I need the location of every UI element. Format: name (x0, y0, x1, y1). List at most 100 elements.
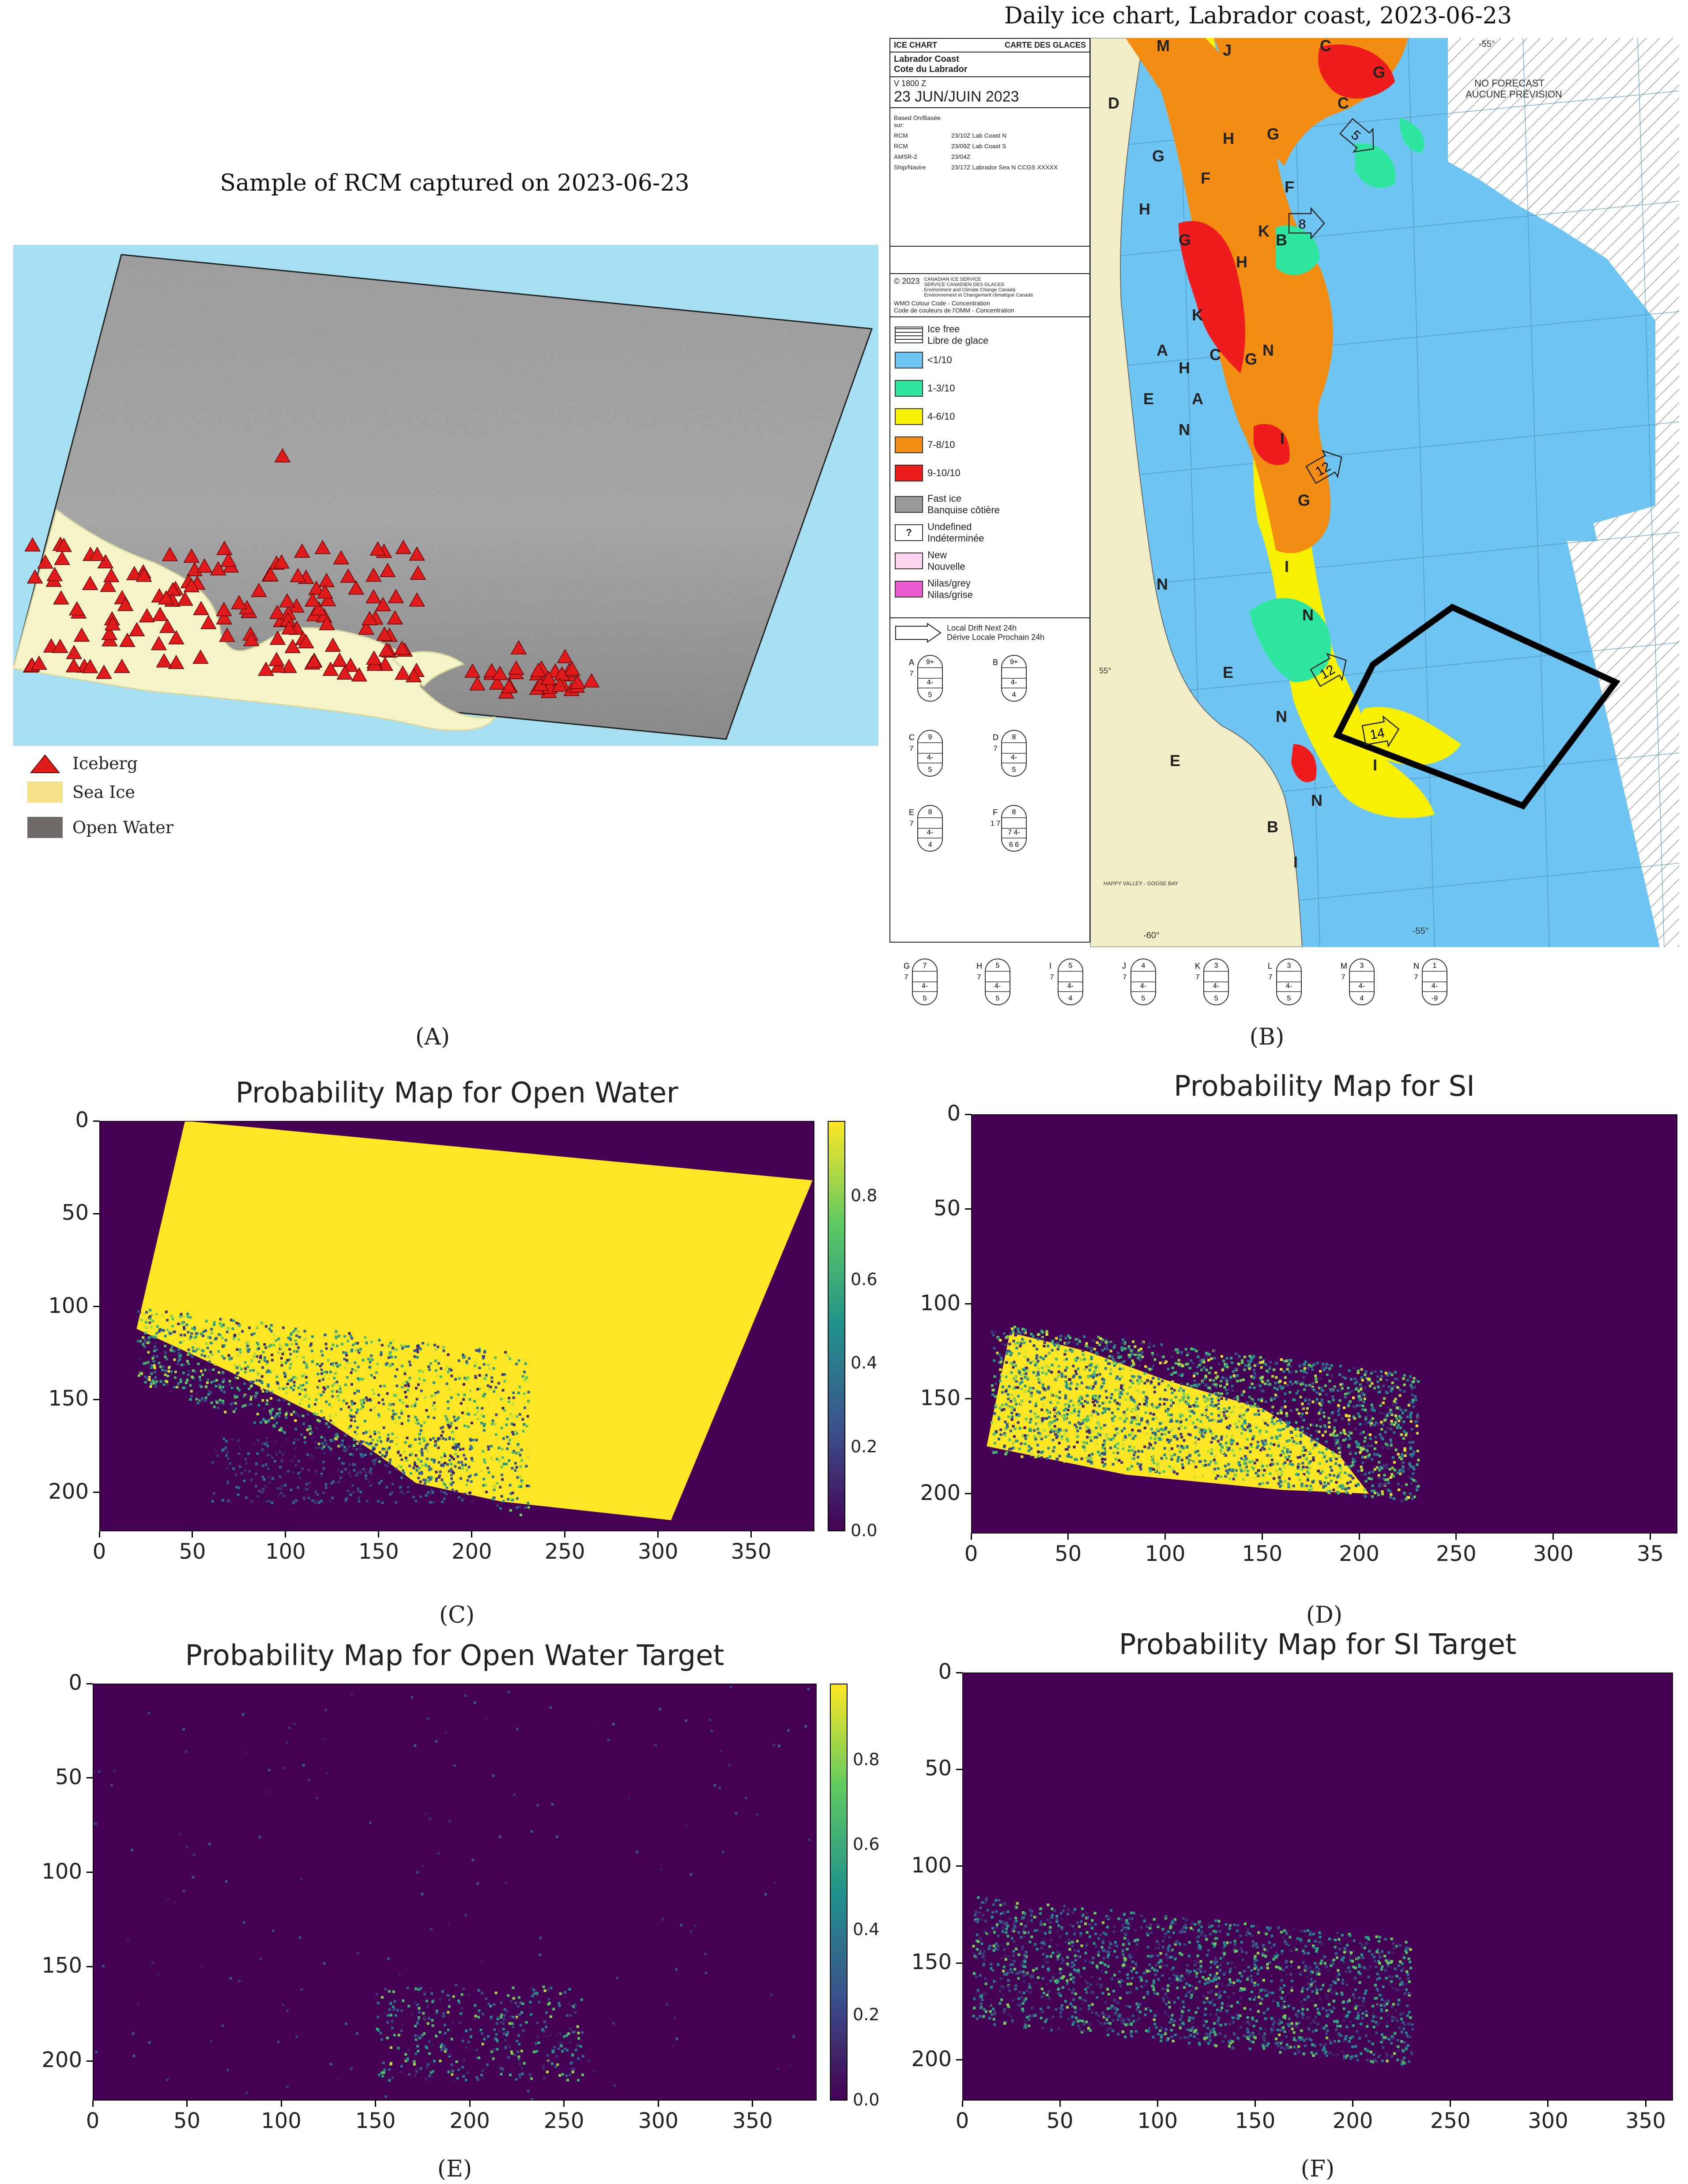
heatmap-cell (193, 1342, 196, 1345)
heatmap-cell (271, 1456, 274, 1459)
heatmap-cell (1413, 1495, 1416, 1498)
heatmap-cell (1381, 1446, 1384, 1449)
x-tick-mark (750, 1531, 752, 1537)
heatmap-cell (1301, 1382, 1304, 1385)
heatmap-cell (324, 1443, 328, 1446)
heatmap-cell (1303, 1473, 1306, 1476)
heatmap-cell (264, 1359, 267, 1362)
heatmap-cell (1269, 1472, 1272, 1475)
x-tick-label: 150 (1242, 1541, 1283, 1566)
lon-label-bottom-1: -60° (1143, 931, 1160, 940)
heatmap-cell (1361, 1455, 1364, 1459)
heatmap-cell (335, 1390, 339, 1393)
heatmap-cell (1262, 1362, 1265, 1365)
heatmap-cell (1286, 1359, 1289, 1362)
heatmap-cell (221, 1317, 224, 1320)
heatmap-cell (464, 1913, 467, 1917)
heatmap-cell (381, 2075, 384, 2078)
heatmap-cell (1316, 1361, 1319, 1365)
heatmap-cell (354, 1361, 357, 1364)
heatmap-cell (792, 2035, 795, 2038)
heatmap-cell (438, 1474, 441, 1477)
heatmap-cell (1103, 1439, 1106, 1442)
heatmap-cell (502, 2018, 505, 2021)
heatmap-cell (256, 1355, 259, 1358)
heatmap-cell (1180, 1445, 1183, 1448)
heatmap-cell (1093, 1396, 1096, 1399)
egg-code-grid: A 9+74-5B 9+4-4C 974-5D 874-5E 874-4F 81 77 4-… (909, 655, 1027, 852)
heatmap-cell (441, 1463, 445, 1466)
heatmap-cell (1220, 1397, 1223, 1400)
heatmap-cell (400, 1476, 403, 1479)
heatmap-cell (461, 1499, 464, 1502)
heatmap-cell (153, 1349, 156, 1353)
heatmap-cell (1211, 1436, 1214, 1440)
heatmap-cell (1054, 1451, 1057, 1455)
egg-code-id: D (993, 733, 998, 742)
heatmap-cell (1223, 1386, 1226, 1389)
heatmap-cell (230, 1407, 232, 1410)
heatmap-cell (365, 1396, 368, 1399)
heatmap-cell (494, 1423, 497, 1426)
heatmap-cell (501, 1478, 504, 1481)
heatmap-cell (193, 1328, 196, 1331)
heatmap-cell (402, 1492, 405, 1495)
heatmap-cell (1240, 1425, 1243, 1428)
heatmap-cell (144, 1331, 147, 1334)
heatmap-cell (468, 1398, 471, 1401)
heatmap-cell (355, 1349, 358, 1352)
heatmap-cell (432, 1501, 435, 1504)
heatmap-cell (358, 1379, 360, 1382)
heatmap-cell (555, 2034, 558, 2037)
heatmap-cell (248, 1348, 251, 1351)
egg-code-value: 5 (996, 995, 1000, 1002)
heatmap-cell (378, 1460, 381, 1463)
heatmap-cell (1373, 1468, 1376, 1471)
heatmap-cell (1162, 1355, 1165, 1358)
heatmap-cell (1192, 1404, 1195, 1407)
heatmap-cell (280, 1427, 283, 1430)
egg-code-id: A (909, 658, 914, 667)
heatmap-cell (1081, 1422, 1085, 1425)
heatmap-cell (418, 1472, 421, 1475)
heatmap-cell (271, 1408, 274, 1411)
heatmap-cell (1261, 1361, 1264, 1364)
heatmap-cell (367, 1357, 370, 1361)
heatmap-cell (1058, 1391, 1061, 1394)
heatmap-cell (525, 2021, 528, 2024)
heatmap-cell (381, 1447, 384, 1451)
heatmap-cell (1198, 1364, 1201, 1367)
heatmap-cell (1188, 1367, 1191, 1370)
x-tick-mark (970, 1534, 972, 1540)
heatmap-cell (1280, 1386, 1283, 1389)
heatmap-cell (500, 1466, 503, 1469)
heatmap-cell (356, 1440, 359, 1443)
heatmap-cell (479, 2028, 482, 2031)
heatmap-cell (189, 1335, 192, 1338)
heatmap-cell (440, 1490, 443, 1493)
heatmap-cell (277, 1338, 280, 1340)
heatmap-cell (1275, 1376, 1278, 1379)
heatmap-cell (1036, 1391, 1040, 1394)
ice-polygon-label: I (1293, 853, 1298, 871)
heatmap-cell (1142, 1391, 1145, 1394)
heatmap-cell (1394, 1398, 1397, 1401)
heatmap-cell (318, 1420, 321, 1423)
x-tick-label: 250 (1436, 1541, 1477, 1566)
heatmap-cell (191, 1355, 194, 1358)
egg-code-value: 7 (994, 745, 998, 752)
heatmap-cell (505, 1462, 508, 1466)
chart-region-en: Labrador Coast (894, 54, 959, 64)
heatmap-cell (400, 2009, 403, 2012)
heatmap-cell (373, 1462, 376, 1465)
heatmap-cell (497, 1382, 500, 1385)
heatmap-cell (204, 1368, 207, 1372)
heatmap-cell (410, 1405, 413, 1408)
heatmap-cell (451, 2073, 454, 2076)
heatmap-cell (531, 1994, 534, 1997)
heatmap-cell (1230, 1357, 1233, 1360)
heatmap-cell (1083, 1449, 1087, 1452)
heatmap-cell (1336, 1476, 1339, 1479)
heatmap-cell (1014, 1364, 1017, 1367)
heatmap-cell (182, 1340, 185, 1343)
